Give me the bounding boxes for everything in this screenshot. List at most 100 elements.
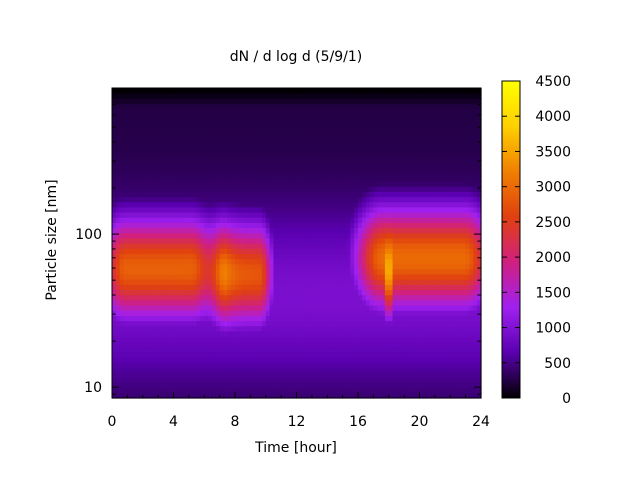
heatmap-cell — [250, 284, 255, 291]
heatmap-cell — [288, 165, 294, 172]
heatmap-cell — [288, 279, 294, 285]
heatmap-cell — [192, 387, 198, 394]
heatmap-cell — [346, 119, 351, 125]
heatmap-cell — [115, 392, 121, 399]
heatmap-cell — [211, 279, 217, 285]
heatmap-cell — [358, 367, 363, 373]
heatmap-cell — [388, 315, 394, 322]
heatmap-cell — [223, 103, 228, 110]
heatmap-cell — [123, 279, 128, 285]
heatmap-cell — [204, 119, 209, 125]
heatmap-cell — [112, 320, 117, 327]
heatmap-cell — [161, 258, 167, 265]
heatmap-cell — [300, 98, 305, 105]
heatmap-cell — [369, 175, 374, 182]
heatmap-cell — [427, 341, 432, 347]
heatmap-cell — [265, 129, 271, 136]
heatmap-cell — [315, 119, 321, 125]
heatmap-cell — [404, 279, 409, 285]
heatmap-cell — [138, 175, 144, 182]
heatmap-cell — [315, 222, 321, 229]
heatmap-cell — [411, 88, 417, 94]
heatmap-cell — [196, 237, 201, 244]
heatmap-cell — [354, 196, 359, 203]
heatmap-cell — [204, 150, 209, 156]
heatmap-cell — [388, 253, 394, 260]
heatmap-cell — [388, 113, 394, 120]
heatmap-cell — [211, 372, 217, 378]
heatmap-cell — [158, 248, 163, 254]
heatmap-cell — [169, 201, 175, 208]
heatmap-cell — [423, 336, 428, 342]
heatmap-cell — [407, 139, 413, 146]
heatmap-cell — [388, 330, 394, 337]
heatmap-cell — [177, 88, 182, 94]
heatmap-cell — [269, 330, 275, 337]
heatmap-cell — [173, 367, 178, 373]
heatmap-cell — [311, 170, 317, 177]
heatmap-cell — [388, 377, 394, 384]
heatmap-cell — [419, 336, 424, 342]
heatmap-cell — [115, 181, 121, 187]
heatmap-cell — [281, 124, 286, 130]
heatmap-cell — [354, 356, 359, 363]
heatmap-cell — [211, 387, 217, 394]
heatmap-cell — [208, 175, 213, 182]
heatmap-cell — [288, 186, 294, 192]
heatmap-cell — [404, 263, 409, 270]
heatmap-cell — [173, 346, 178, 353]
heatmap-cell — [119, 186, 125, 192]
heatmap-cell — [300, 196, 305, 203]
heatmap-cell — [196, 315, 201, 322]
heatmap-cell — [404, 129, 409, 136]
heatmap-cell — [258, 191, 263, 198]
heatmap-cell — [142, 103, 148, 110]
heatmap-cell — [242, 258, 248, 265]
heatmap-cell — [273, 258, 278, 265]
heatmap-cell — [365, 237, 371, 244]
heatmap-cell — [169, 299, 175, 306]
heatmap-cell — [188, 305, 194, 311]
heatmap-cell — [135, 232, 140, 239]
heatmap-cell — [227, 279, 232, 285]
heatmap-cell — [146, 88, 152, 94]
heatmap-cell — [288, 305, 294, 311]
heatmap-cell — [227, 263, 232, 270]
heatmap-cell — [269, 206, 275, 213]
heatmap-cell — [200, 129, 205, 136]
heatmap-cell — [388, 191, 394, 198]
heatmap-cell — [331, 258, 336, 265]
heatmap-cell — [261, 124, 267, 130]
heatmap-cell — [112, 144, 117, 151]
heatmap-cell — [135, 361, 140, 368]
heatmap-cell — [319, 274, 324, 280]
heatmap-cell — [227, 232, 232, 239]
heatmap-cell — [215, 134, 221, 141]
heatmap-cell — [242, 98, 248, 105]
heatmap-cell — [400, 129, 405, 136]
heatmap-cell — [227, 268, 232, 275]
heatmap-cell — [169, 150, 175, 156]
heatmap-cell — [188, 253, 194, 260]
heatmap-cell — [331, 237, 336, 244]
heatmap-cell — [242, 243, 248, 249]
heatmap-cell — [404, 377, 409, 384]
heatmap-cell — [154, 392, 159, 399]
heatmap-cell — [423, 139, 428, 146]
heatmap-cell — [150, 134, 155, 141]
heatmap-cell — [361, 351, 367, 358]
heatmap-cell — [384, 382, 390, 389]
heatmap-cell — [308, 191, 313, 198]
heatmap-cell — [181, 367, 186, 373]
heatmap-cell — [392, 119, 398, 125]
heatmap-cell — [188, 382, 194, 389]
heatmap-cell — [119, 325, 125, 332]
heatmap-cell — [292, 124, 298, 130]
heatmap-cell — [115, 170, 121, 177]
heatmap-cell — [158, 243, 163, 249]
heatmap-cell — [131, 382, 136, 389]
heatmap-cell — [381, 279, 386, 285]
heatmap-cell — [219, 119, 225, 125]
heatmap-cell — [165, 253, 171, 260]
heatmap-cell — [123, 227, 128, 234]
